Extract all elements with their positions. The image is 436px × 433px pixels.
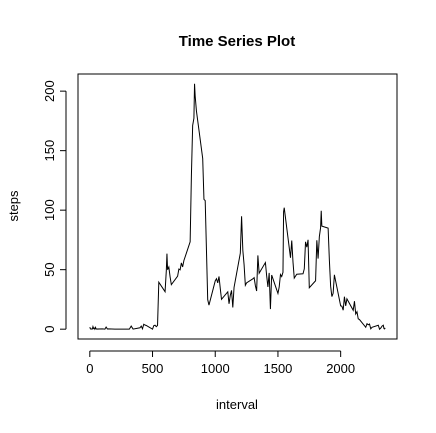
x-axis-label: interval [216, 397, 258, 412]
y-tick-label: 100 [42, 199, 57, 221]
y-axis-label: steps [6, 190, 21, 222]
x-tick-label: 500 [142, 361, 164, 376]
y-tick-label: 50 [42, 262, 57, 276]
y-tick-label: 200 [42, 80, 57, 102]
y-tick-label: 0 [42, 326, 57, 333]
series-line [89, 83, 386, 331]
x-tick-label: 0 [86, 361, 93, 376]
x-tick-label: 1500 [263, 361, 292, 376]
y-tick-label: 150 [42, 140, 57, 162]
chart-title: Time Series Plot [179, 33, 295, 50]
plot-frame [77, 73, 398, 340]
x-tick-label: 1000 [201, 361, 230, 376]
x-tick-label: 2000 [326, 361, 355, 376]
